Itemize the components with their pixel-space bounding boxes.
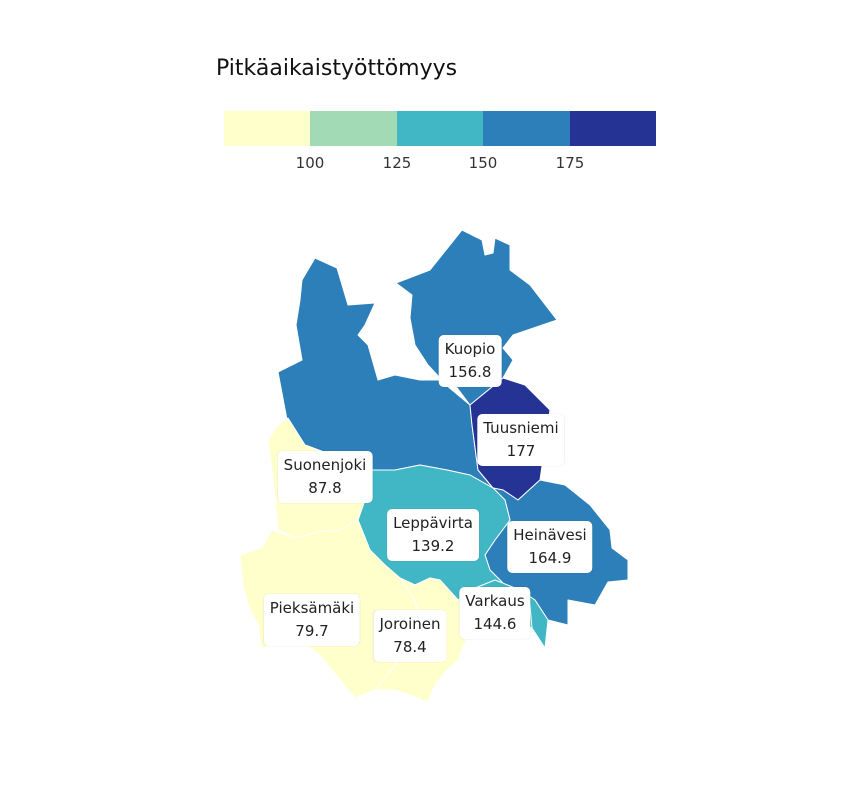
- label-kuopio-name: Kuopio: [444, 340, 496, 358]
- label-suonenjoki-value: 87.8: [308, 479, 342, 497]
- legend-bin-4: [483, 111, 570, 146]
- region-kuopio[interactable]: [395, 229, 558, 406]
- legend-bin-5: [569, 111, 657, 146]
- legend-bin-3: [396, 111, 484, 146]
- label-leppavirta: Leppävirta 139.2: [387, 509, 479, 561]
- label-pieksamaki-value: 79.7: [295, 622, 329, 640]
- label-heinavesi: Heinävesi 164.9: [507, 521, 593, 573]
- map-title: Pitkäaikaistyöttömyys: [216, 56, 458, 81]
- label-varkaus-name: Varkaus: [465, 592, 525, 610]
- label-heinavesi-name: Heinävesi: [513, 526, 587, 544]
- label-kuopio: Kuopio 156.8: [438, 335, 502, 387]
- label-varkaus: Varkaus 144.6: [459, 587, 531, 639]
- label-tuusniemi-name: Tuusniemi: [483, 419, 559, 437]
- label-suonenjoki: Suonenjoki 87.8: [277, 451, 373, 503]
- label-tuusniemi: Tuusniemi 177: [477, 414, 565, 466]
- label-leppavirta-value: 139.2: [411, 537, 455, 555]
- label-pieksamaki: Pieksämäki 79.7: [263, 594, 361, 646]
- color-legend: [224, 111, 657, 146]
- legend-tick-100: 100: [295, 154, 325, 172]
- label-heinavesi-value: 164.9: [528, 549, 572, 567]
- label-suonenjoki-name: Suonenjoki: [283, 456, 367, 474]
- label-varkaus-value: 144.6: [473, 615, 517, 633]
- legend-bin-1: [224, 111, 311, 146]
- label-joroinen-value: 78.4: [393, 638, 427, 656]
- label-kuopio-value: 156.8: [448, 363, 492, 381]
- label-pieksamaki-name: Pieksämäki: [269, 599, 355, 617]
- label-leppavirta-name: Leppävirta: [393, 514, 473, 532]
- label-joroinen-name: Joroinen: [379, 615, 441, 633]
- legend-bin-2: [310, 111, 397, 146]
- legend-tick-175: 175: [555, 154, 585, 172]
- label-tuusniemi-value: 177: [506, 442, 536, 460]
- label-joroinen: Joroinen 78.4: [373, 610, 447, 662]
- legend-tick-150: 150: [468, 154, 498, 172]
- legend-tick-125: 125: [382, 154, 412, 172]
